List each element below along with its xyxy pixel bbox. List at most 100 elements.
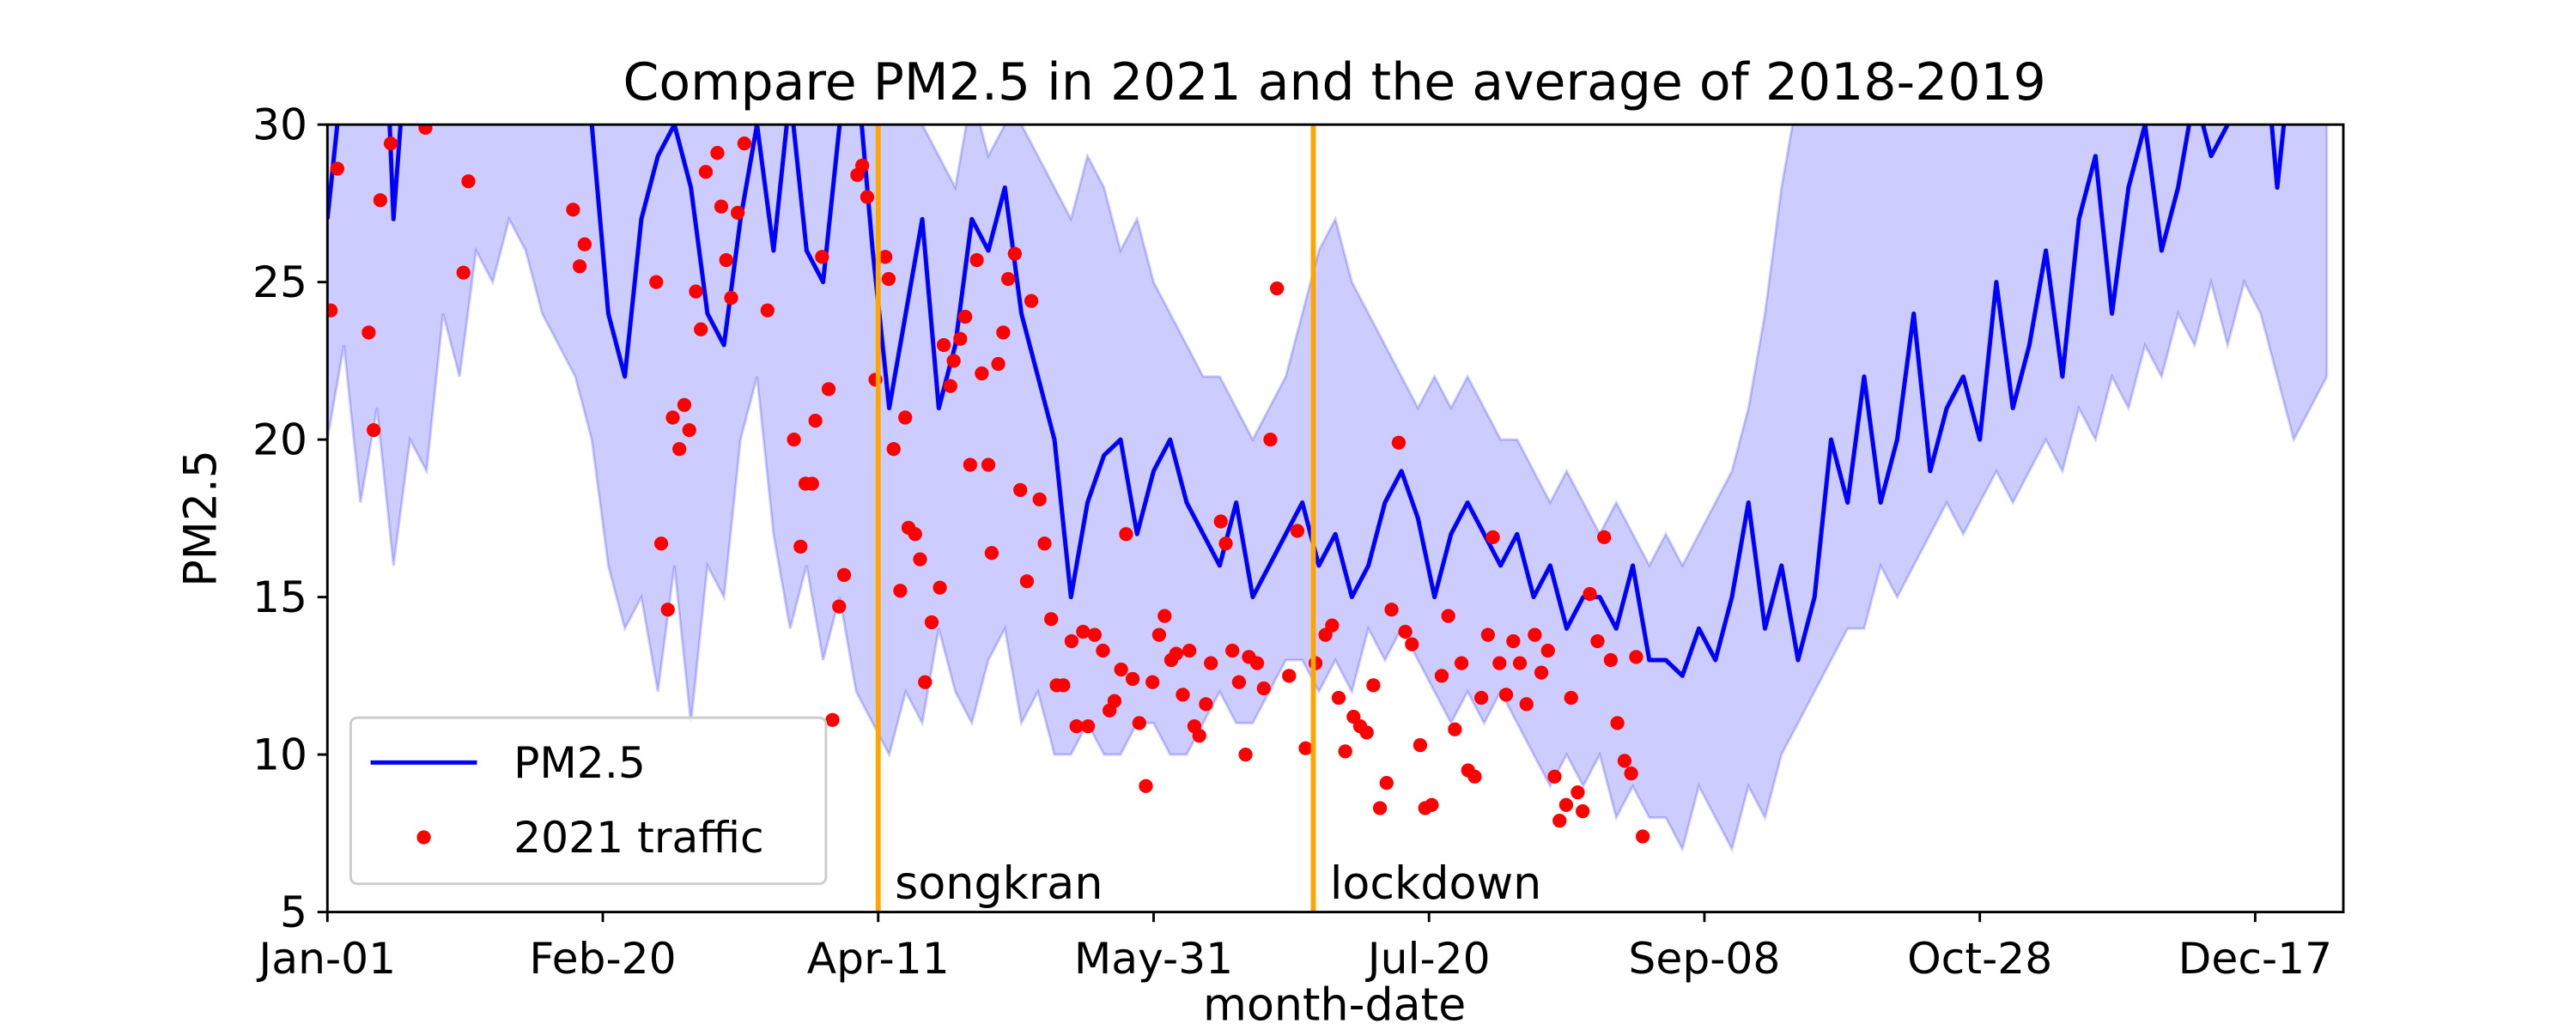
- traffic-point: [946, 354, 961, 368]
- traffic-point: [1485, 530, 1500, 545]
- pm25-line: [327, 124, 2327, 678]
- y-tick-label: 25: [252, 257, 307, 307]
- traffic-point: [918, 675, 933, 689]
- x-tick-label: Jan-01: [256, 933, 396, 984]
- traffic-point: [1635, 829, 1650, 844]
- range-band: [327, 124, 2329, 853]
- y-tick-label: 15: [252, 572, 307, 622]
- traffic-point: [1624, 766, 1638, 781]
- traffic-point: [383, 136, 398, 151]
- traffic-point: [577, 237, 592, 251]
- traffic-point: [913, 552, 927, 566]
- x-axis-label: month-date: [1203, 979, 1466, 1030]
- legend-label: PM2.5: [513, 737, 646, 788]
- traffic-point: [881, 271, 896, 287]
- traffic-point: [1032, 492, 1047, 506]
- y-tick-label: 5: [280, 887, 307, 937]
- traffic-point: [1492, 656, 1507, 670]
- traffic-point: [832, 599, 847, 614]
- event-label: songkran: [895, 858, 1103, 910]
- traffic-point: [1534, 665, 1549, 680]
- traffic-point: [1007, 246, 1022, 261]
- traffic-point: [1391, 435, 1406, 450]
- traffic-point: [1597, 530, 1612, 545]
- traffic-point: [1474, 690, 1489, 706]
- traffic-point: [1132, 716, 1146, 730]
- traffic-point: [1290, 524, 1305, 538]
- traffic-point: [1096, 643, 1110, 658]
- traffic-point: [1013, 482, 1028, 497]
- traffic-point: [957, 309, 973, 324]
- traffic-point: [1024, 294, 1039, 308]
- traffic-point: [1506, 633, 1521, 649]
- traffic-point: [1359, 725, 1374, 740]
- traffic-point: [1182, 643, 1197, 658]
- traffic-point: [1019, 574, 1035, 589]
- traffic-point: [677, 397, 692, 412]
- traffic-point: [418, 124, 433, 135]
- traffic-point: [1139, 779, 1153, 793]
- traffic-point: [737, 136, 752, 151]
- x-tick-label: Dec-17: [2178, 933, 2333, 984]
- traffic-point: [1331, 690, 1346, 706]
- traffic-point: [1069, 718, 1084, 734]
- traffic-point: [981, 457, 996, 472]
- traffic-point: [793, 539, 808, 554]
- traffic-point: [1076, 624, 1091, 639]
- traffic-point: [461, 174, 476, 189]
- traffic-point: [953, 331, 968, 346]
- traffic-point: [878, 250, 893, 264]
- y-tick-label: 10: [252, 730, 307, 780]
- x-tick-label: May-31: [1074, 933, 1233, 984]
- traffic-point: [1001, 271, 1016, 287]
- traffic-point: [963, 457, 978, 472]
- traffic-point: [936, 337, 951, 353]
- traffic-point: [1169, 646, 1183, 661]
- traffic-point: [1231, 675, 1247, 689]
- traffic-point: [1425, 797, 1439, 812]
- traffic-point: [660, 603, 675, 617]
- x-tick-label: Jul-20: [1365, 933, 1491, 984]
- traffic-point: [1603, 652, 1619, 668]
- traffic-point: [566, 203, 580, 217]
- traffic-point: [367, 422, 381, 438]
- traffic-point: [1398, 624, 1413, 639]
- traffic-point: [1282, 669, 1297, 683]
- legend-marker: [416, 830, 431, 845]
- traffic-point: [893, 584, 908, 598]
- traffic-point: [1610, 716, 1625, 730]
- traffic-point: [908, 527, 922, 542]
- traffic-point: [710, 146, 725, 161]
- traffic-point: [1081, 718, 1096, 734]
- traffic-point: [1454, 656, 1469, 670]
- traffic-point: [1145, 675, 1160, 689]
- traffic-point: [1249, 656, 1265, 670]
- traffic-point: [1064, 633, 1079, 649]
- traffic-point: [1213, 514, 1228, 529]
- traffic-point: [1044, 612, 1059, 627]
- traffic-point: [1498, 688, 1514, 702]
- traffic-point: [1384, 603, 1399, 617]
- traffic-point: [924, 615, 939, 630]
- traffic-point: [805, 476, 819, 491]
- traffic-point: [361, 325, 376, 340]
- traffic-point: [1617, 754, 1632, 768]
- traffic-point: [898, 410, 913, 425]
- traffic-point: [1467, 769, 1482, 784]
- traffic-point: [1552, 814, 1567, 828]
- traffic-point: [373, 193, 387, 208]
- traffic-point: [1199, 697, 1213, 712]
- traffic-point: [1558, 797, 1574, 812]
- traffic-point: [1225, 643, 1240, 658]
- traffic-point: [1157, 609, 1172, 623]
- traffic-point: [327, 303, 338, 318]
- traffic-point: [649, 275, 664, 289]
- traffic-point: [787, 433, 801, 447]
- traffic-point: [1338, 744, 1352, 759]
- traffic-point: [815, 250, 829, 264]
- traffic-point: [1590, 633, 1605, 649]
- traffic-point: [1629, 650, 1643, 664]
- traffic-point: [1480, 627, 1495, 642]
- chart-title: Compare PM2.5 in 2021 and the average of…: [623, 52, 2046, 112]
- legend-label: 2021 traffic: [513, 812, 764, 863]
